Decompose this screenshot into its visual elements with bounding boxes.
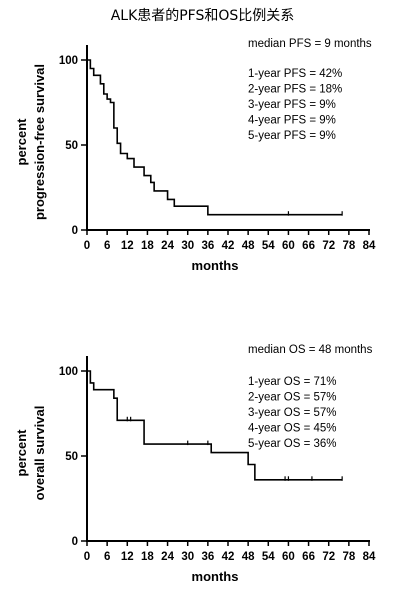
chart-1-x-tick-label: 36 [201,240,214,252]
chart-1-x-tick-label: 30 [181,240,194,252]
chart-1-x-tick-label: 60 [282,240,295,252]
chart-2-y-axis-label-line1: percent [14,429,29,477]
chart-1-x-tick-label: 42 [222,240,235,252]
chart-1-y-axis-label-line2: progression-free survival [32,64,47,220]
chart-2-x-tick-label: 78 [342,551,355,563]
chart-2-x-tick-label: 6 [104,551,110,563]
chart-2-rate-annotation: 4-year OS = 45% [248,423,337,435]
chart-2-rate-annotation: 2-year OS = 57% [248,392,337,404]
chart-1-x-tick-label: 18 [141,240,154,252]
chart-2-y-axis-label-line2: overall survival [32,406,47,501]
chart-1-x-tick-label: 54 [262,240,275,252]
chart-2-x-tick-label: 12 [121,551,134,563]
chart-2-rate-annotation: 5-year OS = 36% [248,438,337,450]
chart-2-y-tick-label: 100 [59,366,78,378]
chart-1-y-tick-label: 100 [59,55,78,67]
chart-1-rate-annotation: 1-year PFS = 42% [248,68,342,80]
chart-2-y-tick-label: 50 [65,451,78,463]
chart-1-x-tick-label: 84 [363,240,376,252]
chart-2-x-tick-label: 54 [262,551,275,563]
chart-2-rate-annotation: 3-year OS = 57% [248,407,337,419]
chart-1-x-tick-label: 78 [342,240,355,252]
chart-2-x-tick-label: 66 [302,551,315,563]
chart-2-x-tick-label: 30 [181,551,194,563]
page-title: ALK患者的PFS和OS比例关系 [110,8,295,24]
chart-1-x-tick-label: 48 [242,240,255,252]
chart-1-rate-annotation: 5-year PFS = 9% [248,130,336,142]
chart-1-x-tick-label: 12 [121,240,134,252]
chart-1-x-tick-label: 72 [322,240,335,252]
chart-1-y-tick-label: 0 [72,225,78,237]
chart-2-x-tick-label: 84 [363,551,376,563]
chart-2-x-tick-label: 0 [84,551,90,563]
chart-1-rate-annotation: 2-year PFS = 18% [248,84,342,96]
chart-1-y-tick-label: 50 [65,140,78,152]
chart-1-x-tick-label: 66 [302,240,315,252]
chart-2-rate-annotation: 1-year OS = 71% [248,376,337,388]
chart-2-x-tick-label: 72 [322,551,335,563]
chart-2-x-tick-label: 24 [161,551,174,563]
chart-1-rate-annotation: 4-year PFS = 9% [248,115,336,127]
chart-2-x-tick-label: 18 [141,551,154,563]
chart-1-y-axis-label-line1: percent [14,118,29,166]
chart-1-x-tick-label: 0 [84,240,90,252]
chart-1-x-axis-label: months [192,258,239,273]
chart-2-x-tick-label: 48 [242,551,255,563]
chart-2-median-annotation: median OS = 48 months [248,344,373,356]
chart-1-median-annotation: median PFS = 9 months [248,38,372,50]
chart-1-x-tick-label: 6 [104,240,110,252]
chart-2-x-tick-label: 36 [201,551,214,563]
chart-2-y-tick-label: 0 [72,536,78,548]
chart-2-x-tick-label: 60 [282,551,295,563]
chart-1-survival-curve [87,59,343,216]
chart-2-x-axis-label: months [192,569,239,584]
chart-2-x-tick-label: 42 [222,551,235,563]
chart-1-x-tick-label: 24 [161,240,174,252]
chart-1-rate-annotation: 3-year PFS = 9% [248,99,336,111]
